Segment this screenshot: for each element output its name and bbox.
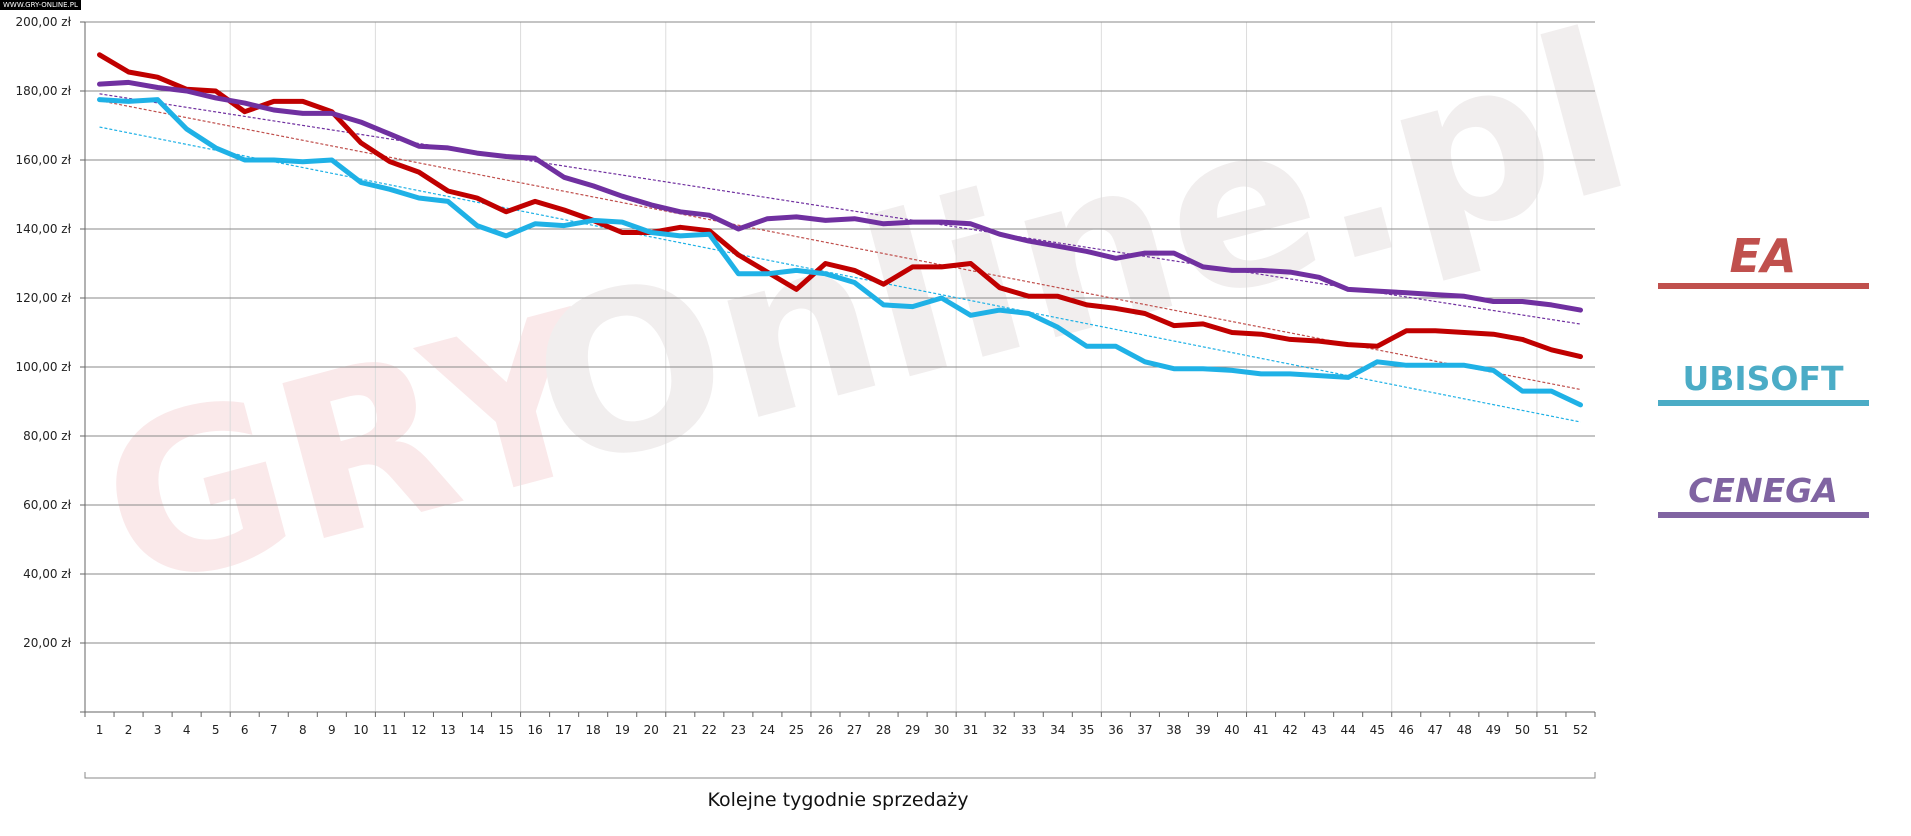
x-tick-label: 49 (1486, 723, 1501, 737)
x-tick-label: 46 (1399, 723, 1414, 737)
x-tick-label: 26 (818, 723, 833, 737)
x-tick-label: 31 (963, 723, 978, 737)
y-tick-label: 140,00 zł (15, 222, 71, 236)
x-tick-label: 27 (847, 723, 862, 737)
x-tick-label: 29 (905, 723, 920, 737)
x-tick-label: 1 (96, 723, 104, 737)
x-tick-label: 43 (1311, 723, 1326, 737)
legend-ea-logo: EA (1729, 229, 1796, 283)
x-tick-label: 36 (1108, 723, 1123, 737)
y-tick-label: 20,00 zł (23, 636, 71, 650)
x-tick-label: 14 (469, 723, 484, 737)
legend-cenega: CENEGA (1658, 471, 1869, 518)
x-tick-label: 21 (673, 723, 688, 737)
x-tick-label: 37 (1137, 723, 1152, 737)
x-tick-label: 33 (1021, 723, 1036, 737)
y-tick-label: 40,00 zł (23, 567, 71, 581)
x-tick-label: 32 (992, 723, 1007, 737)
x-tick-label: 10 (353, 723, 368, 737)
x-tick-label: 39 (1195, 723, 1210, 737)
x-tick-label: 6 (241, 723, 249, 737)
y-tick-label: 80,00 zł (23, 429, 71, 443)
x-tick-label: 35 (1079, 723, 1094, 737)
gridlines (84, 21, 1595, 712)
x-tick-label: 7 (270, 723, 278, 737)
x-tick-label: 19 (615, 723, 630, 737)
x-tick-label: 2 (125, 723, 133, 737)
x-tick-label: 51 (1544, 723, 1559, 737)
x-tick-label: 18 (586, 723, 601, 737)
x-axis-label: Kolejne tygodnie sprzedaży (708, 789, 969, 811)
legend-cenega-bar (1658, 512, 1869, 518)
legend-ubisoft-bar (1658, 400, 1869, 406)
x-tick-label: 8 (299, 723, 307, 737)
x-tick-label: 52 (1573, 723, 1588, 737)
legend-ubisoft: UBISOFT (1658, 359, 1869, 406)
y-tick-label: 60,00 zł (23, 498, 71, 512)
x-tick-label: 23 (731, 723, 746, 737)
y-tick-label: 100,00 zł (15, 360, 71, 374)
x-tick-label: 15 (498, 723, 513, 737)
x-tick-label: 40 (1224, 723, 1239, 737)
x-tick-label: 4 (183, 723, 191, 737)
x-tick-label: 3 (154, 723, 162, 737)
legend-cenega-logo: CENEGA (1688, 471, 1838, 510)
x-tick-label: 20 (644, 723, 659, 737)
watermark-online: Online.pl (507, 0, 1652, 520)
legend-ea-bar (1658, 283, 1869, 289)
x-tick-label: 41 (1253, 723, 1268, 737)
x-tick-label: 9 (328, 723, 336, 737)
legend-ea: EA (1658, 229, 1869, 289)
x-tick-label: 17 (556, 723, 571, 737)
trend-line-ubisoft (99, 126, 1581, 423)
x-tick-label: 38 (1166, 723, 1181, 737)
watermark: GRY Online.pl (77, 0, 1652, 640)
y-tick-label: 200,00 zł (15, 15, 71, 29)
x-tick-label: 16 (527, 723, 542, 737)
series-line-ea (97, 52, 1583, 360)
x-tick-label: 44 (1341, 723, 1356, 737)
y-tick-label: 180,00 zł (15, 84, 71, 98)
x-tick-label: 45 (1370, 723, 1385, 737)
x-tick-label: 22 (702, 723, 717, 737)
x-tick-label: 34 (1050, 723, 1065, 737)
x-tick-label: 30 (934, 723, 949, 737)
y-tick-labels: 20,00 zł 40,00 zł 60,00 zł 80,00 zł 100,00 z… (15, 15, 71, 650)
x-tick-label: 47 (1428, 723, 1443, 737)
series-line-ubisoft (97, 97, 1583, 408)
legend: EA UBISOFT CENEGA (1658, 229, 1869, 518)
x-tick-label: 11 (382, 723, 397, 737)
x-tick-label: 50 (1515, 723, 1530, 737)
y-tick-label: 160,00 zł (15, 153, 71, 167)
x-tick-label: 48 (1457, 723, 1472, 737)
x-tick-label: 42 (1282, 723, 1297, 737)
x-tick-label: 5 (212, 723, 220, 737)
x-tick-label: 24 (760, 723, 775, 737)
x-axis-bracket (84, 772, 1596, 779)
x-tick-label: 25 (789, 723, 804, 737)
y-tick-label: 120,00 zł (15, 291, 71, 305)
x-tick-label: 13 (440, 723, 455, 737)
series-line-cenega (97, 79, 1583, 313)
axes (80, 21, 1596, 779)
x-tick-label: 12 (411, 723, 426, 737)
x-tick-labels: 1 2 3 4 5 6 7 8 9 10 11 12 13 14 15 16 17 18 19 20 21 22 23 24 2… (96, 723, 1588, 737)
series-lines (97, 52, 1583, 408)
site-badge: WWW.GRY-ONLINE.PL (0, 0, 81, 10)
x-tick-label: 28 (876, 723, 891, 737)
legend-ubisoft-logo: UBISOFT (1682, 359, 1844, 398)
